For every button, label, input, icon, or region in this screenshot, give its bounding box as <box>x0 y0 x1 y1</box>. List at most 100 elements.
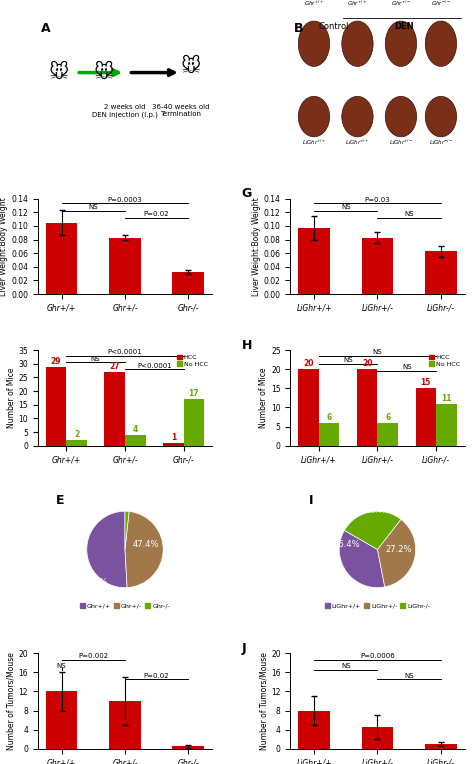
Bar <box>362 727 393 749</box>
Text: NS: NS <box>341 663 351 669</box>
Text: NS: NS <box>402 364 411 371</box>
Bar <box>357 369 377 445</box>
Bar <box>298 228 330 294</box>
Bar <box>46 367 66 445</box>
Text: Ghr$^{+/+}$: Ghr$^{+/+}$ <box>347 0 367 8</box>
Wedge shape <box>345 511 401 549</box>
Text: J: J <box>242 642 246 655</box>
Text: P=0.02: P=0.02 <box>144 672 169 678</box>
Text: 29: 29 <box>51 357 61 366</box>
Legend: Ghr+/+, Ghr+/-, Ghr-/-: Ghr+/+, Ghr+/-, Ghr-/- <box>78 601 173 611</box>
Text: 11: 11 <box>441 393 452 403</box>
Bar <box>416 388 436 445</box>
Text: P=0.0006: P=0.0006 <box>360 653 395 659</box>
Text: P=0.0003: P=0.0003 <box>108 197 142 202</box>
Bar <box>183 400 204 445</box>
Bar <box>46 222 77 294</box>
Text: 2 weeks old
DEN injection (i.p.): 2 weeks old DEN injection (i.p.) <box>92 104 158 118</box>
Y-axis label: Number of Mice: Number of Mice <box>7 367 16 428</box>
Bar <box>109 701 141 749</box>
Y-axis label: Number of Mice: Number of Mice <box>259 367 268 428</box>
Bar <box>377 422 398 445</box>
Bar <box>362 238 393 294</box>
Text: NS: NS <box>343 357 353 363</box>
Ellipse shape <box>385 96 417 137</box>
Y-axis label: Liver Weight:Body Weight: Liver Weight:Body Weight <box>0 197 9 296</box>
Text: Ghr$^{+/-}$: Ghr$^{+/-}$ <box>391 0 411 8</box>
Text: 36-40 weeks old
Termination: 36-40 weeks old Termination <box>152 104 210 118</box>
Wedge shape <box>339 530 385 588</box>
Text: NS: NS <box>373 349 382 355</box>
Bar <box>173 272 204 294</box>
Wedge shape <box>125 511 163 588</box>
Wedge shape <box>87 511 127 588</box>
Bar <box>125 435 146 445</box>
Ellipse shape <box>425 21 456 66</box>
Bar <box>425 744 456 749</box>
Legend: LiGhr+/+, LiGhr+/-, LiGhr-/-: LiGhr+/+, LiGhr+/-, LiGhr-/- <box>322 601 433 611</box>
Text: 1.7%: 1.7% <box>121 587 139 593</box>
Text: 🐭: 🐭 <box>181 57 201 76</box>
Text: 15: 15 <box>420 378 431 387</box>
Text: 47.4%: 47.4% <box>133 540 159 549</box>
Text: 36.4%: 36.4% <box>366 508 389 514</box>
Text: 🐭: 🐭 <box>94 63 114 82</box>
Ellipse shape <box>385 21 417 66</box>
Bar <box>46 691 77 749</box>
Text: P=0.02: P=0.02 <box>144 211 169 217</box>
Text: G: G <box>242 187 252 200</box>
Text: A: A <box>41 21 51 34</box>
Text: 6: 6 <box>327 413 332 422</box>
Text: Ghr$^{-/-}$: Ghr$^{-/-}$ <box>431 0 451 8</box>
Bar <box>319 422 339 445</box>
Text: NS: NS <box>91 356 100 362</box>
Text: 17: 17 <box>189 390 199 399</box>
Text: P<0.0001: P<0.0001 <box>108 349 142 355</box>
Text: 36.4%: 36.4% <box>334 540 360 549</box>
Bar <box>425 251 456 294</box>
Text: 6: 6 <box>385 413 391 422</box>
Text: NS: NS <box>57 662 66 668</box>
Text: LiGhr$^{+/+}$: LiGhr$^{+/+}$ <box>301 138 327 147</box>
Ellipse shape <box>298 21 329 66</box>
Bar <box>109 238 141 294</box>
Y-axis label: Number of Tumors/Mouse: Number of Tumors/Mouse <box>259 652 268 750</box>
Text: DEN: DEN <box>394 21 413 31</box>
Text: 20: 20 <box>362 359 373 368</box>
Ellipse shape <box>342 21 373 66</box>
Legend: HCC, No HCC: HCC, No HCC <box>175 353 209 367</box>
Text: P=0.002: P=0.002 <box>78 653 109 659</box>
Bar <box>436 403 456 445</box>
Ellipse shape <box>298 96 329 137</box>
Text: 20: 20 <box>303 359 314 368</box>
Text: 2: 2 <box>74 430 79 439</box>
Text: NS: NS <box>404 672 414 678</box>
Text: Ghr$^{+/+}$: Ghr$^{+/+}$ <box>304 0 324 8</box>
Bar <box>298 711 330 749</box>
Text: NS: NS <box>89 204 98 210</box>
Text: Control: Control <box>319 21 349 31</box>
Text: H: H <box>242 338 252 351</box>
Text: 27.2%: 27.2% <box>385 545 412 554</box>
Text: 4: 4 <box>133 425 138 434</box>
Text: 27: 27 <box>109 362 120 371</box>
Text: LiGhr$^{-/-}$: LiGhr$^{-/-}$ <box>428 138 453 147</box>
Text: E: E <box>56 494 65 507</box>
Wedge shape <box>125 511 129 549</box>
Bar <box>104 372 125 445</box>
Bar <box>298 369 319 445</box>
Bar <box>163 443 183 445</box>
Text: P<0.0001: P<0.0001 <box>137 363 172 369</box>
Text: LiGhr$^{+/+}$: LiGhr$^{+/+}$ <box>345 138 370 147</box>
Text: B: B <box>294 21 303 34</box>
Y-axis label: Number of Tumors/Mouse: Number of Tumors/Mouse <box>7 652 16 750</box>
Ellipse shape <box>425 96 456 137</box>
Y-axis label: Liver Weight:Body Weight: Liver Weight:Body Weight <box>252 197 261 296</box>
Text: 1: 1 <box>171 433 176 442</box>
Legend: HCC, No HCC: HCC, No HCC <box>428 353 461 367</box>
Bar <box>173 746 204 749</box>
Text: 🐭: 🐭 <box>49 63 69 82</box>
Text: P=0.03: P=0.03 <box>365 197 390 202</box>
Text: 50.9%: 50.9% <box>81 578 108 588</box>
Text: NS: NS <box>404 211 414 217</box>
